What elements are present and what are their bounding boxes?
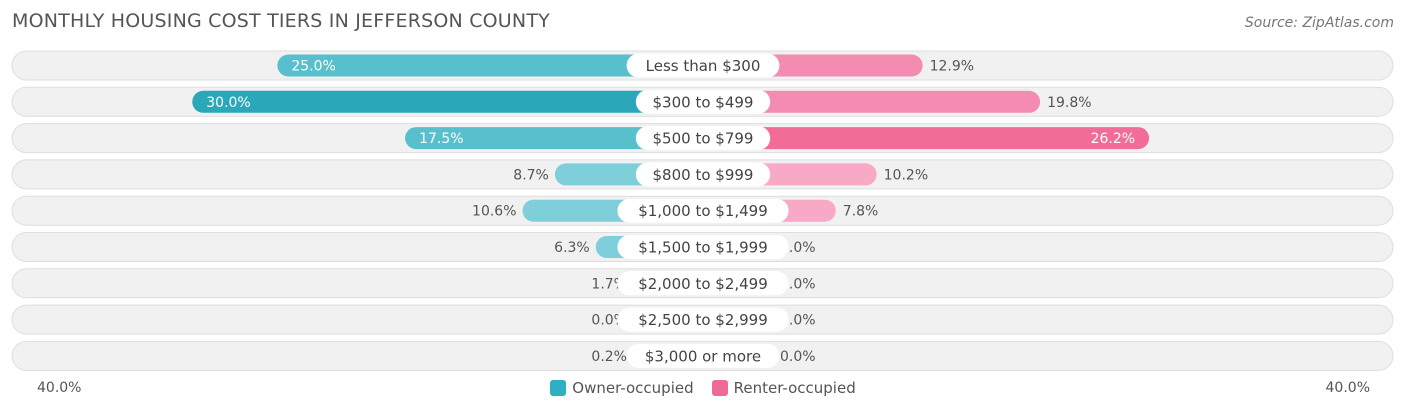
legend: Owner-occupied Renter-occupied xyxy=(0,379,1406,397)
value-label-renter-7: 0.0% xyxy=(780,313,816,329)
chart-area: 25.0% 12.9% Less than $300 30.0% 19.8% $300 t… xyxy=(11,50,1394,371)
bar-renter-1 xyxy=(703,90,1041,113)
value-label-owner-8: 0.2% xyxy=(591,349,627,365)
category-label-7: $2,500 to $2,999 xyxy=(638,311,768,329)
category-pill-6 xyxy=(617,271,789,296)
category-label-3: $800 to $999 xyxy=(653,166,754,184)
value-label-owner-5: 6.3% xyxy=(554,240,590,256)
value-label-renter-4: 7.8% xyxy=(843,204,879,220)
axis-right-label: 40.0% xyxy=(1325,380,1370,396)
category-pill-7 xyxy=(617,307,789,332)
category-label-1: $300 to $499 xyxy=(653,93,754,111)
category-pill-5 xyxy=(617,235,789,259)
value-label-renter-0: 12.9% xyxy=(930,59,974,75)
value-label-owner-2: 17.5% xyxy=(419,131,463,147)
bar-owner-0 xyxy=(277,54,703,77)
category-pill-1 xyxy=(635,89,771,114)
legend-swatch-renter xyxy=(711,380,728,396)
value-label-renter-1: 19.8% xyxy=(1047,95,1091,111)
source-label: Source: ZipAtlas.com xyxy=(1244,15,1394,31)
value-label-renter-2: 26.2% xyxy=(1091,131,1135,147)
value-label-renter-3: 10.2% xyxy=(884,167,928,183)
legend-item-owner[interactable]: Owner-occupied xyxy=(550,379,694,397)
value-label-owner-1: 30.0% xyxy=(206,95,250,111)
category-label-0: Less than $300 xyxy=(646,57,761,75)
category-pill-4 xyxy=(617,198,789,223)
category-label-4: $1,000 to $1,499 xyxy=(638,202,768,220)
bar-renter-2 xyxy=(703,127,1150,150)
category-pill-2 xyxy=(635,126,771,151)
category-label-5: $1,500 to $1,999 xyxy=(638,239,768,257)
category-pill-0 xyxy=(626,53,780,78)
category-label-2: $500 to $799 xyxy=(653,130,754,148)
legend-swatch-owner xyxy=(550,380,567,396)
value-label-renter-5: 0.0% xyxy=(780,240,816,256)
value-label-renter-8: 0.0% xyxy=(780,349,816,365)
bar-owner-1 xyxy=(192,90,703,113)
category-label-6: $2,000 to $2,499 xyxy=(638,275,768,293)
value-label-renter-6: 0.0% xyxy=(780,276,816,292)
value-label-owner-4: 10.6% xyxy=(472,204,516,220)
category-pill-8 xyxy=(626,343,780,368)
category-label-8: $3,000 or more xyxy=(645,347,761,365)
category-pill-3 xyxy=(635,162,771,187)
axis-left-label: 40.0% xyxy=(37,380,82,396)
value-label-owner-0: 25.0% xyxy=(291,59,335,75)
legend-label-renter: Renter-occupied xyxy=(733,379,856,397)
bar-owner-2 xyxy=(405,127,703,150)
legend-label-owner: Owner-occupied xyxy=(572,379,694,397)
legend-item-renter[interactable]: Renter-occupied xyxy=(711,379,856,397)
chart-title: MONTHLY HOUSING COST TIERS IN JEFFERSON … xyxy=(12,10,550,32)
value-label-owner-3: 8.7% xyxy=(513,167,549,183)
